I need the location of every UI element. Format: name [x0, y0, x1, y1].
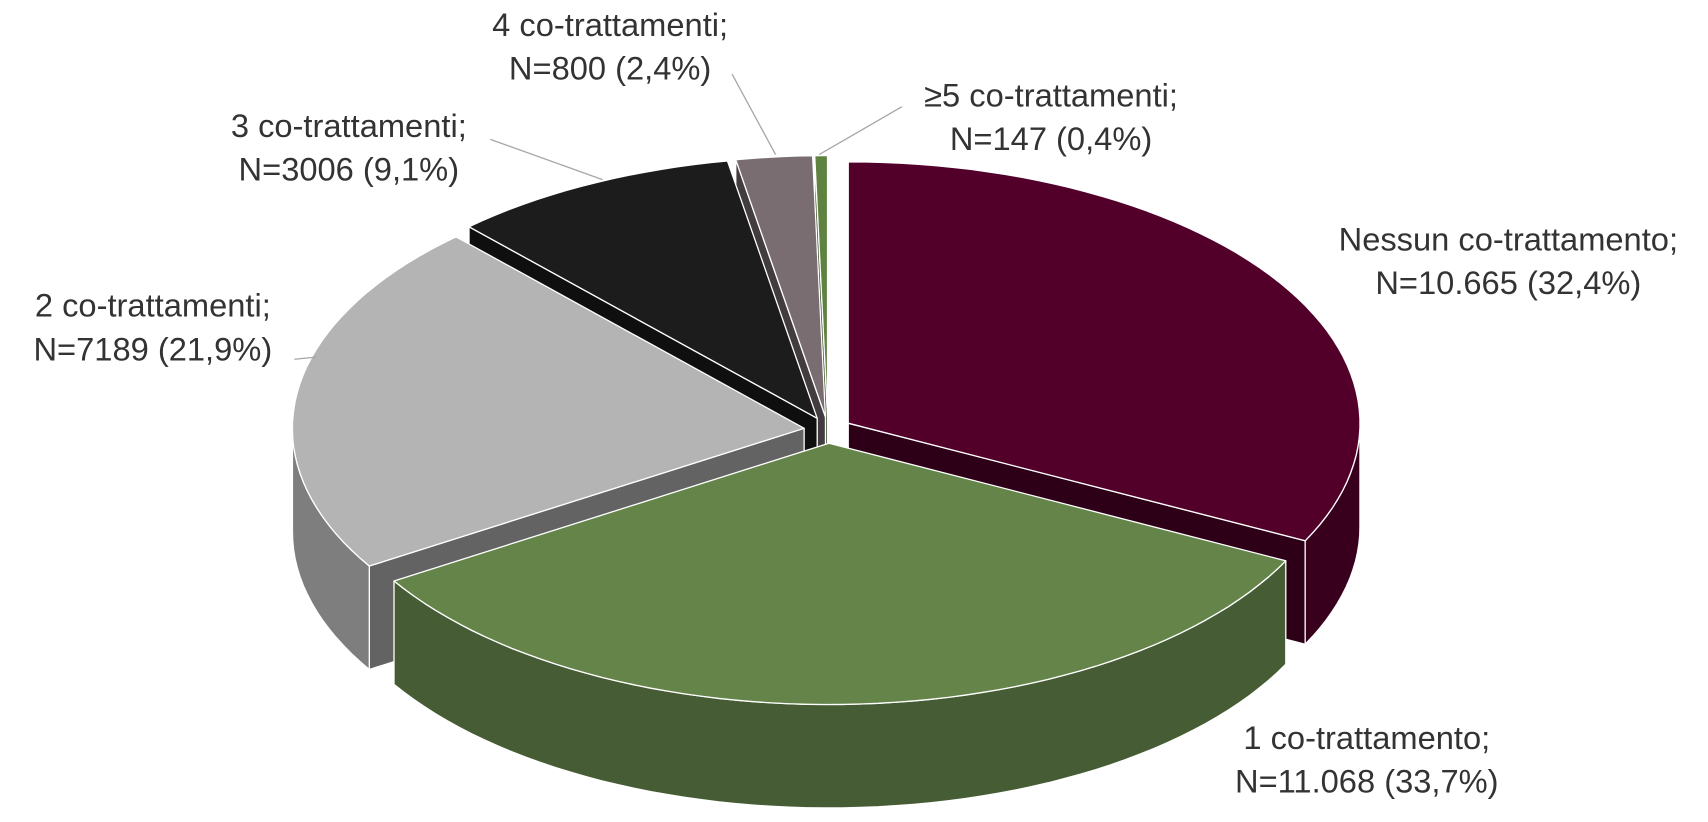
data-label-value: N=147 (0,4%) — [950, 120, 1152, 157]
data-label-category: 1 co-trattamento; — [1243, 719, 1490, 756]
data-label-category: 2 co-trattamenti; — [35, 287, 271, 324]
data-label-value: N=11.068 (33,7%) — [1235, 763, 1499, 800]
data-label-category: Nessun co-trattamento; — [1339, 220, 1678, 257]
data-label-value: N=800 (2,4%) — [509, 49, 711, 86]
data-label-value: N=10.665 (32,4%) — [1375, 264, 1641, 301]
slice — [735, 155, 827, 418]
leader-line — [490, 138, 603, 181]
data-label-category: 4 co-trattamenti; — [492, 6, 728, 43]
leader-line — [818, 106, 903, 156]
data-label-category: 3 co-trattamenti; — [231, 107, 467, 144]
slice — [468, 160, 818, 419]
data-label-value: N=7189 (21,9%) — [33, 330, 272, 367]
slice — [847, 161, 1361, 542]
slice — [291, 236, 805, 567]
leader-line — [731, 73, 777, 155]
leader-line — [294, 356, 317, 360]
data-label-category: ≥5 co-trattamenti; — [924, 77, 1178, 114]
slice — [393, 442, 1287, 706]
data-label-value: N=3006 (9,1%) — [239, 151, 460, 188]
slice — [814, 154, 829, 418]
